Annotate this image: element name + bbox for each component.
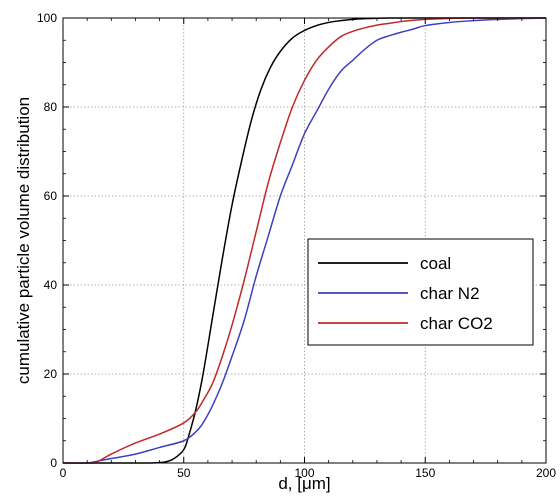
- legend-label: coal: [420, 254, 451, 273]
- series-line-char-n2: [62, 17, 547, 464]
- y-tick-label: 60: [44, 189, 58, 203]
- y-tick-label: 100: [37, 11, 57, 25]
- y-tick-label: 0: [50, 456, 57, 470]
- legend-label: char N2: [420, 284, 480, 303]
- axis-ticks: 0 50 100 150 200 0 20 40 60 80 100: [37, 11, 556, 480]
- legend-label: char CO2: [420, 314, 493, 333]
- y-tick-label: 40: [44, 278, 58, 292]
- x-axis-label: d, [μm]: [278, 474, 330, 493]
- x-tick-label: 0: [60, 466, 67, 480]
- legend-box: [307, 238, 534, 346]
- x-tick-label: 200: [536, 466, 556, 480]
- series-line-char-co2: [62, 17, 547, 464]
- grid: [63, 18, 546, 463]
- x-tick-label: 50: [177, 466, 191, 480]
- y-axis-label: cumulative particle volume distribution: [14, 97, 33, 384]
- x-tick-label: 100: [294, 466, 314, 480]
- y-tick-label: 20: [44, 367, 58, 381]
- legend: coal char N2 char CO2: [307, 238, 534, 346]
- x-tick-label: 150: [415, 466, 435, 480]
- y-tick-label: 80: [44, 100, 58, 114]
